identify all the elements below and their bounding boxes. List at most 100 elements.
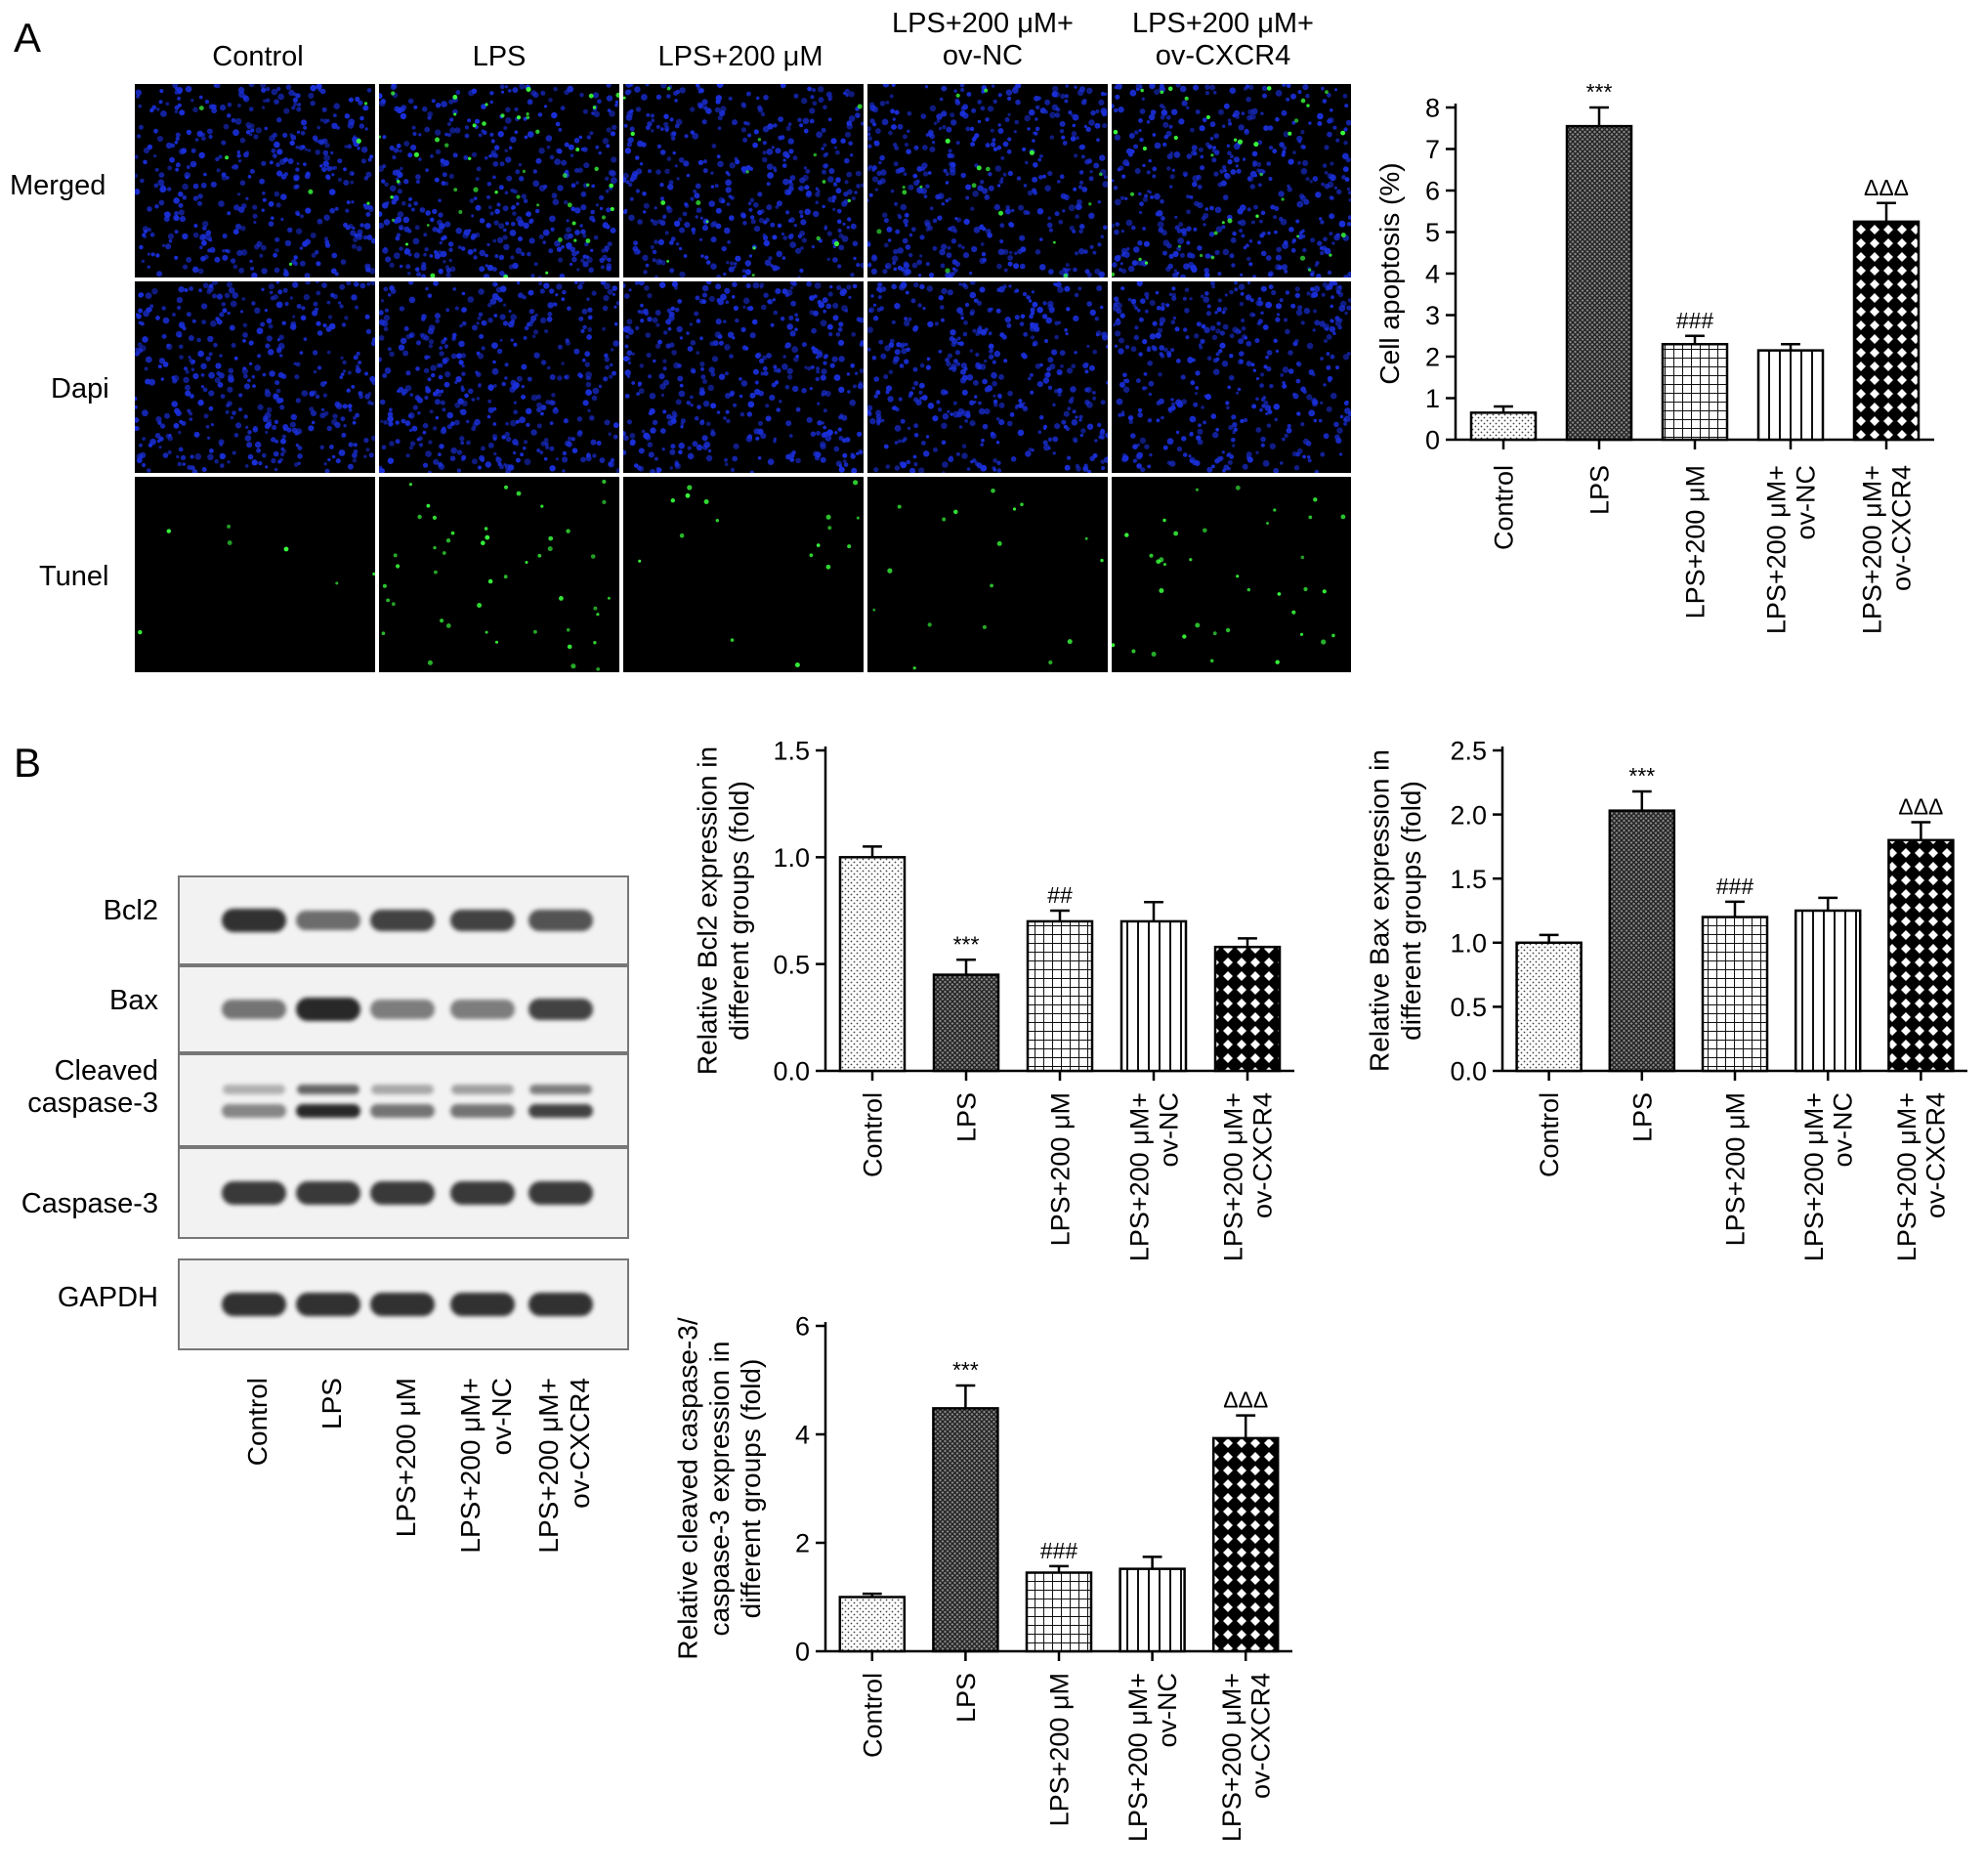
y-tick-label: 1.0 <box>773 843 810 873</box>
x-tick-label: LPS+200 μM+ ov-CXCR4 <box>1219 1092 1278 1261</box>
x-tick-label-line: ov-NC <box>1829 1092 1858 1168</box>
x-tick-label-line: LPS+200 μM <box>1720 1092 1750 1246</box>
blot-band <box>222 1104 286 1119</box>
y-tick-label: 6 <box>1425 177 1440 206</box>
blot-label-line: caspase-3 <box>27 1087 158 1120</box>
bar <box>1852 220 1921 442</box>
bar <box>1119 919 1188 1073</box>
x-tick-label-line: LPS+200 μM <box>1045 1092 1075 1246</box>
bar <box>1211 1436 1280 1653</box>
blot-label-line: GAPDH <box>57 1282 158 1313</box>
bar <box>1026 919 1094 1073</box>
blot-label-bax: Bax <box>109 985 158 1017</box>
x-tick-label-line: LPS <box>951 1673 981 1723</box>
bar <box>1213 945 1282 1073</box>
y-axis-label-line: caspase-3 expression in <box>704 1342 735 1637</box>
significance-label: *** <box>1628 763 1655 789</box>
significance-label: *** <box>952 1357 979 1383</box>
x-tick-label-line: Control <box>858 1092 887 1177</box>
blot-band <box>450 1104 515 1119</box>
x-tick-label: LPS+200 μM <box>1680 465 1710 618</box>
x-tick-label: Control <box>1489 465 1518 550</box>
blot-strip-gapdh <box>178 1258 629 1350</box>
y-tick-label: 1.5 <box>1450 865 1487 894</box>
y-axis-label: Cell apoptosis (%) <box>1374 162 1405 384</box>
x-tick-label-line: ov-CXCR4 <box>1922 1092 1951 1218</box>
x-tick-label: LPS+200 μM+ ov-CXCR4 <box>1217 1673 1276 1842</box>
blot-label-line: Bax <box>109 985 158 1016</box>
blot-lane-label: LPS+200 μM+ ov-NC <box>455 1378 518 1632</box>
blot-lane-label: Control <box>242 1378 274 1632</box>
x-tick-label: LPS <box>1584 465 1614 515</box>
blot-band <box>296 1104 360 1119</box>
x-tick-label-line: LPS <box>1584 465 1614 515</box>
blot-lane-label: LPS+200 μM+ ov-CXCR4 <box>533 1378 596 1632</box>
micro-image-tunel-lps-200 <box>623 477 864 672</box>
y-tick-label: 1.5 <box>773 737 810 766</box>
blot-strip-cleaved-caspase3 <box>178 1053 629 1147</box>
chart-cleaved-caspase3-ratio: 0 2 4 6 Relative cleaved caspase-3/caspase-3… <box>674 1312 1292 1842</box>
blot-label-caspase3: Caspase-3 <box>21 1188 158 1220</box>
micro-row-label-tunel: Tunel <box>39 561 109 592</box>
blot-band <box>529 1084 592 1094</box>
micro-column-label-ov-nc: LPS+200 μM+ ov-NC <box>862 8 1104 73</box>
x-tick-label-line: Control <box>1535 1092 1564 1177</box>
x-tick-label: Control <box>858 1673 887 1758</box>
y-tick-label: 2 <box>1425 343 1440 372</box>
x-tick-label-line: ov-NC <box>1153 1673 1182 1748</box>
y-tick-label: 4 <box>795 1421 810 1450</box>
western-blot: Bcl2 Bax Cleaved caspase-3 Caspase-3 GAPDH Con… <box>0 860 645 1554</box>
bar <box>1515 941 1583 1073</box>
bar <box>1565 124 1633 442</box>
y-tick-label: 6 <box>795 1312 810 1342</box>
x-tick-label-line: LPS <box>951 1092 981 1142</box>
blot-band <box>528 1293 593 1316</box>
x-tick-label: LPS+200 μM <box>1720 1092 1750 1246</box>
blot-strip-bcl2 <box>178 875 629 965</box>
micro-column-label-ov-cxcr4: LPS+200 μM+ ov-CXCR4 <box>1102 8 1344 73</box>
x-tick-label-line: ov-CXCR4 <box>1886 465 1916 591</box>
blot-band <box>296 998 360 1021</box>
x-tick-label: Control <box>858 1092 887 1177</box>
blot-band <box>371 1084 434 1094</box>
blot-label-line: Cleaved <box>54 1055 158 1087</box>
micro-image-dapi-lps-200 <box>623 281 864 473</box>
blot-lane-label-line: LPS+200 μM+ <box>455 1378 486 1554</box>
x-tick-label-line: LPS+200 μM+ <box>1858 465 1887 634</box>
blot-band <box>370 1000 435 1019</box>
blot-band <box>222 1181 286 1205</box>
blot-lane-label: LPS+200 μM <box>391 1378 422 1632</box>
x-tick-label: LPS+200 μM+ ov-NC <box>1762 465 1821 634</box>
y-axis-label-line: Relative cleaved caspase-3/ <box>674 1317 703 1659</box>
blot-band <box>223 1084 285 1094</box>
significance-label: *** <box>953 931 980 957</box>
bar <box>1756 349 1825 442</box>
y-axis-label-line: Relative Bcl2 expression in <box>693 746 723 1075</box>
blot-band <box>296 1293 360 1316</box>
bar <box>1025 1571 1093 1653</box>
blot-band <box>222 999 286 1020</box>
blot-band <box>528 1181 593 1205</box>
x-tick-label-line: LPS+200 μM <box>1044 1673 1074 1826</box>
blot-lane-label-line: LPS+200 μM <box>391 1378 421 1538</box>
y-axis-label-line: different groups (fold) <box>736 1359 766 1619</box>
micro-image-merged-control <box>135 84 375 277</box>
x-tick-label-line: ov-CXCR4 <box>1247 1092 1277 1218</box>
significance-label: ### <box>1040 1538 1078 1563</box>
bar <box>838 1596 907 1653</box>
bar <box>1701 916 1769 1073</box>
blot-lane-label-line: Control <box>242 1378 273 1467</box>
chart-cell-apoptosis: 0 1 2 3 4 5 6 7 8 Cell apoptosis (%) Control *** LPS… <box>1374 79 1934 634</box>
blot-band <box>528 1104 593 1119</box>
x-tick-label: Control <box>1535 1092 1564 1177</box>
blot-lane-label: LPS <box>317 1378 348 1632</box>
panel-letter-a: A <box>14 15 42 61</box>
y-tick-label: 3 <box>1425 301 1440 330</box>
y-tick-label: 1.0 <box>1450 929 1487 959</box>
significance-label: ### <box>1716 874 1754 899</box>
micro-image-tunel-control <box>135 477 375 672</box>
y-axis-label: Relative Bax expression in different grou… <box>1365 749 1426 1072</box>
micro-column-label-line: ov-CXCR4 <box>1155 40 1291 72</box>
blot-band <box>451 1084 514 1094</box>
blot-label-cleaved-caspase3: Cleaved caspase-3 <box>27 1055 158 1121</box>
